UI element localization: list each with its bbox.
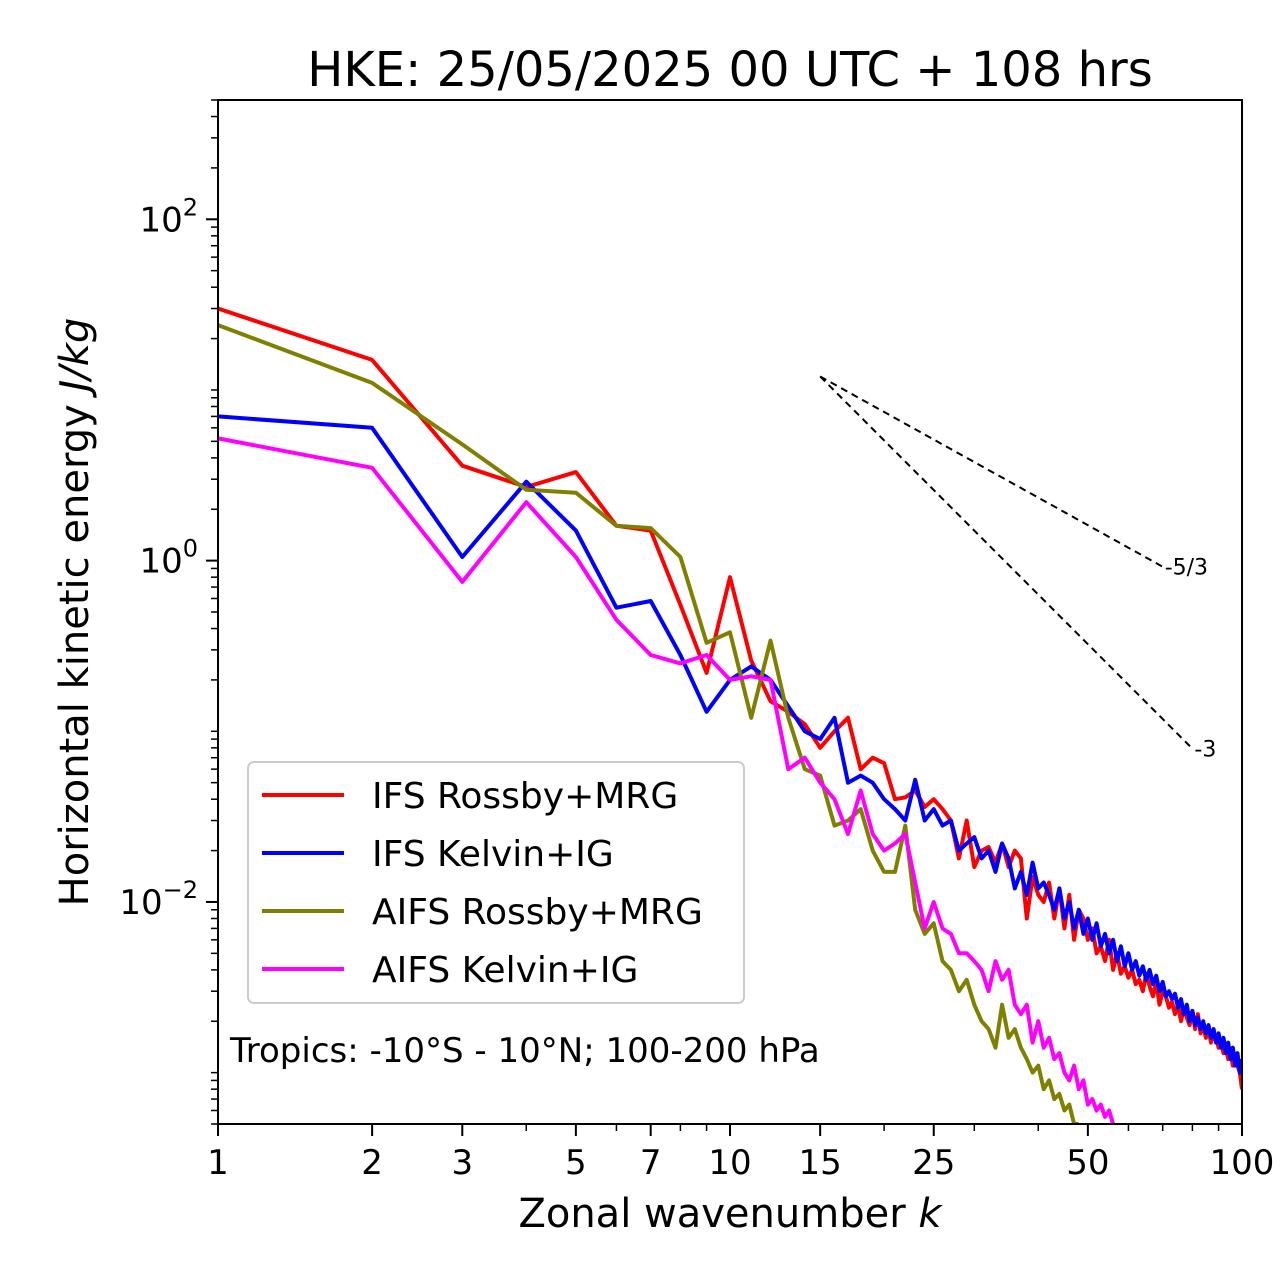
y-axis-label-unit: J/kg [52, 318, 98, 399]
x-axis-label: Zonal wavenumber k [518, 1191, 943, 1237]
series-line-ifs-kelvin-ig [218, 414, 1242, 1075]
series-line-aifs-rossby-mrg [218, 323, 1079, 1124]
legend-label-aifs-kelvin-ig: AIFS Kelvin+IG [372, 950, 638, 991]
x-tick-label: 7 [640, 1143, 662, 1183]
x-tick-label: 3 [451, 1143, 473, 1183]
reference-line-label-1: -5/3 [1165, 556, 1208, 581]
reference-line-2 [819, 375, 1194, 750]
legend-items: IFS Rossby+MRG IFS Kelvin+IG AIFS Rossby+M… [262, 776, 703, 991]
y-tick-exponent: 2 [183, 193, 198, 221]
chart-title: HKE: 25/05/2025 00 UTC + 108 hrs [307, 42, 1153, 98]
x-tick-label: 2 [361, 1143, 383, 1183]
series-layer [218, 306, 1242, 1124]
reference-line-1 [819, 375, 1164, 568]
region-annotation: Tropics: -10°S - 10°N; 100-200 hPa [229, 1031, 820, 1071]
legend-label-ifs-kelvin-ig: IFS Kelvin+IG [372, 834, 614, 875]
reference-line-label-2: -3 [1194, 738, 1216, 763]
x-tick-label: 1 [207, 1143, 229, 1183]
y-tick-exponent: 0 [183, 535, 198, 563]
y-tick-exponent: −2 [163, 876, 198, 904]
x-tick-label: 25 [912, 1143, 955, 1183]
x-tick-label: 15 [799, 1143, 842, 1183]
series-line-aifs-kelvin-ig [218, 436, 1116, 1124]
y-axis-label: Horizontal kinetic energy J/kg [52, 318, 98, 907]
reference-line-labels: -5/3 -3 [1165, 556, 1217, 763]
y-tick-label: 102 [139, 193, 198, 240]
y-tick-label: 100 [139, 535, 198, 582]
legend-label-aifs-rossby-mrg: AIFS Rossby+MRG [372, 892, 703, 933]
y-tick-label: 10−2 [119, 876, 198, 923]
x-axis-label-variable: k [918, 1191, 943, 1237]
reference-lines [819, 375, 1194, 750]
legend: IFS Rossby+MRG IFS Kelvin+IG AIFS Rossby+M… [247, 761, 745, 1004]
x-tick-label: 50 [1066, 1143, 1109, 1183]
legend-box [247, 761, 745, 1004]
x-tick-label: 10 [708, 1143, 751, 1183]
legend-label-ifs-rossby-mrg: IFS Rossby+MRG [372, 776, 678, 817]
y-tick-base: 10 [139, 200, 182, 240]
x-axis-ticks: 1 2 3 5 7 10 15 25 50 100 [207, 1124, 1274, 1183]
y-tick-base: 10 [139, 542, 182, 582]
x-axis-label-text: Zonal wavenumber [518, 1191, 918, 1237]
y-tick-base: 10 [119, 883, 162, 923]
x-tick-label: 100 [1210, 1143, 1275, 1183]
x-tick-label: 5 [565, 1143, 587, 1183]
y-axis-label-text: Horizontal kinetic energy [52, 392, 98, 907]
